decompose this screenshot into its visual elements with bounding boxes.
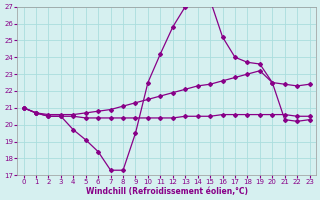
X-axis label: Windchill (Refroidissement éolien,°C): Windchill (Refroidissement éolien,°C): [85, 187, 248, 196]
